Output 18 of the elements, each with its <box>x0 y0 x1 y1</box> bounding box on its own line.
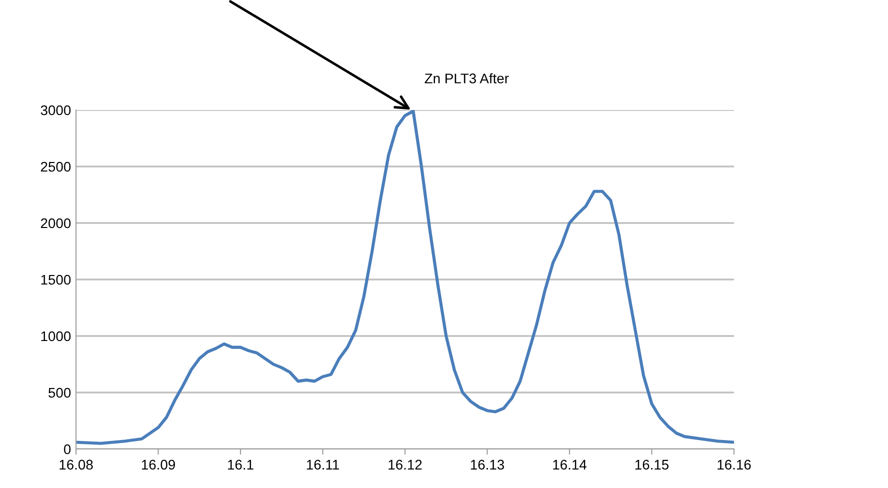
y-tick-label: 1500 <box>41 274 71 285</box>
y-tick-label: 2000 <box>40 218 71 228</box>
x-tick-label: 16.14 <box>553 460 586 470</box>
y-tick-label: 3000 <box>40 105 71 116</box>
y-tick-label: 2500 <box>40 162 71 172</box>
y-tick-label: 0 <box>64 444 71 454</box>
x-tick-label: 16.12 <box>388 460 422 470</box>
y-tick-label: 500 <box>48 388 71 398</box>
annotation: Zn PLT3 After <box>424 73 509 84</box>
x-tick-label: 16.11 <box>306 460 339 470</box>
x-tick-label: 16.13 <box>470 460 504 470</box>
x-tick-label: 16.16 <box>718 460 751 470</box>
line-series <box>76 110 734 445</box>
x-tick-label: 16.15 <box>635 460 669 470</box>
x-tick-label: 16.08 <box>60 460 93 470</box>
x-tick-label: 16.1 <box>228 460 254 470</box>
y-tick-label: 1000 <box>41 331 71 342</box>
x-tick-label: 16.09 <box>142 460 175 470</box>
